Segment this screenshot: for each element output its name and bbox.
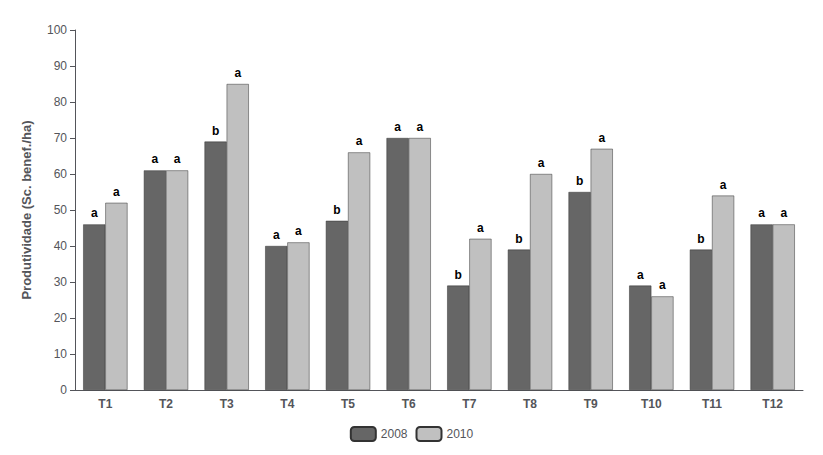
svg-text:T3: T3 xyxy=(220,397,234,411)
svg-text:a: a xyxy=(91,206,98,220)
svg-text:b: b xyxy=(455,268,462,282)
svg-text:2008: 2008 xyxy=(381,427,408,441)
svg-text:T2: T2 xyxy=(159,397,173,411)
svg-text:b: b xyxy=(515,232,522,246)
svg-text:a: a xyxy=(477,221,484,235)
svg-text:T4: T4 xyxy=(280,397,294,411)
svg-text:T9: T9 xyxy=(584,397,598,411)
svg-text:a: a xyxy=(273,228,280,242)
svg-text:90: 90 xyxy=(54,59,68,73)
svg-text:b: b xyxy=(697,232,704,246)
svg-text:T10: T10 xyxy=(641,397,662,411)
svg-text:b: b xyxy=(576,174,583,188)
svg-text:50: 50 xyxy=(54,203,68,217)
svg-text:b: b xyxy=(212,124,219,138)
svg-text:80: 80 xyxy=(54,95,68,109)
svg-text:T7: T7 xyxy=(462,397,476,411)
svg-text:b: b xyxy=(333,203,340,217)
svg-text:70: 70 xyxy=(54,131,68,145)
svg-text:T1: T1 xyxy=(98,397,112,411)
svg-text:60: 60 xyxy=(54,167,68,181)
svg-text:2010: 2010 xyxy=(447,427,474,441)
svg-text:T12: T12 xyxy=(762,397,783,411)
svg-text:a: a xyxy=(174,152,181,166)
svg-text:a: a xyxy=(394,120,401,134)
svg-text:a: a xyxy=(152,152,159,166)
svg-text:a: a xyxy=(234,66,241,80)
svg-text:a: a xyxy=(295,224,302,238)
svg-text:Produtividade (Sc. benef./ha): Produtividade (Sc. benef./ha) xyxy=(19,120,34,299)
svg-text:T6: T6 xyxy=(402,397,416,411)
svg-text:a: a xyxy=(659,278,666,292)
svg-text:30: 30 xyxy=(54,275,68,289)
svg-text:20: 20 xyxy=(54,311,68,325)
svg-text:100: 100 xyxy=(47,23,67,37)
svg-text:T5: T5 xyxy=(341,397,355,411)
svg-text:a: a xyxy=(356,134,363,148)
svg-text:a: a xyxy=(720,178,727,192)
svg-text:T11: T11 xyxy=(702,397,722,411)
svg-text:a: a xyxy=(538,156,545,170)
svg-text:a: a xyxy=(416,120,423,134)
svg-text:T8: T8 xyxy=(523,397,537,411)
svg-text:a: a xyxy=(780,206,787,220)
svg-text:a: a xyxy=(113,185,120,199)
svg-text:40: 40 xyxy=(54,239,68,253)
svg-text:a: a xyxy=(637,268,644,282)
svg-text:a: a xyxy=(598,131,605,145)
svg-text:0: 0 xyxy=(60,383,67,397)
svg-text:10: 10 xyxy=(54,347,68,361)
svg-text:a: a xyxy=(758,206,765,220)
